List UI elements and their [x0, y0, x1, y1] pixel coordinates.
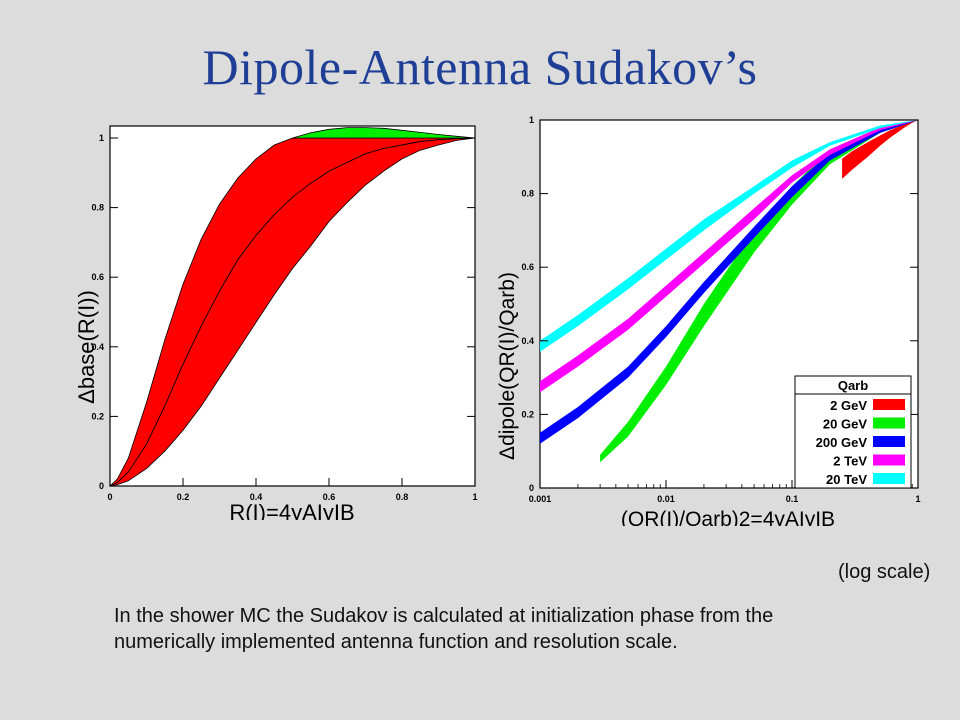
x-tick-label: 0.2	[177, 492, 190, 502]
x-tick-label: 0.001	[529, 494, 552, 504]
band-2-tev	[540, 120, 918, 393]
x-axis-label: R(I)=4yAIyIB	[229, 500, 354, 520]
x-axis-label: (QR(I)/Qarb)2=4yAIyIB	[621, 508, 835, 526]
y-tick-label: 0.4	[521, 336, 534, 346]
y-tick-label: 1	[529, 115, 534, 125]
band-20-gev	[600, 120, 918, 463]
base-sudakov-chart: 0 0.2 0.4 0.6 0.8 1 0 0.2 0.4 0.6 0.8 1 Δbase(R(I))…	[74, 125, 478, 520]
legend-label: 2 GeV	[830, 398, 867, 413]
legend-label: 20 GeV	[823, 417, 867, 432]
band-2-gev	[842, 120, 918, 179]
y-tick-label: 0	[529, 483, 534, 493]
x-tick-label: 0.6	[323, 492, 336, 502]
y-tick-label: 0.4	[91, 342, 104, 352]
y-axis-label: Δbase(R(I))	[74, 290, 99, 404]
y-tick-label: 0.2	[91, 411, 104, 421]
y-tick-label: 0.8	[521, 189, 534, 199]
dipole-sudakov-chart: 0 0.2 0.4 0.6 0.8 1 0.001 0.01 0.1 1 Qarb 2 GeV 20 …	[496, 115, 921, 526]
legend-swatch	[873, 454, 905, 466]
legend-swatch	[873, 436, 905, 447]
y-tick-label: 0.6	[521, 262, 534, 272]
x-tick-label: 0.4	[250, 492, 263, 502]
legend-swatch	[873, 417, 905, 429]
y-tick-label: 0	[99, 481, 104, 491]
log-scale-note: (log scale)	[838, 561, 931, 583]
y-tick-label: 0.2	[521, 409, 534, 419]
y-tick-label: 0.8	[91, 203, 104, 213]
slide-title: Dipole-Antenna Sudakov’s	[202, 39, 758, 95]
x-tick-label: 0.01	[657, 494, 675, 504]
caption-text: In the shower MC the Sudakov is calculat…	[114, 605, 774, 653]
x-tick-label: 1	[915, 494, 920, 504]
legend-swatch	[873, 399, 905, 410]
band-200-gev	[540, 120, 918, 444]
legend-title: Qarb	[838, 378, 868, 393]
central-curve	[109, 137, 476, 487]
x-tick-label: 0.8	[396, 492, 409, 502]
y-tick-label: 0.6	[91, 272, 104, 282]
legend-label: 20 TeV	[826, 472, 867, 487]
x-tick-label: 0.1	[786, 494, 799, 504]
x-tick-label: 1	[472, 492, 477, 502]
y-axis-label: Δdipole(QR(I)/Qarb)	[496, 272, 519, 460]
legend-label: 200 GeV	[816, 435, 868, 450]
legend-box	[794, 375, 912, 489]
legend-swatch	[873, 473, 905, 484]
y-tick-label: 1	[99, 133, 104, 143]
legend-label: 2 TeV	[833, 454, 867, 469]
x-tick-label: 0	[107, 492, 112, 502]
